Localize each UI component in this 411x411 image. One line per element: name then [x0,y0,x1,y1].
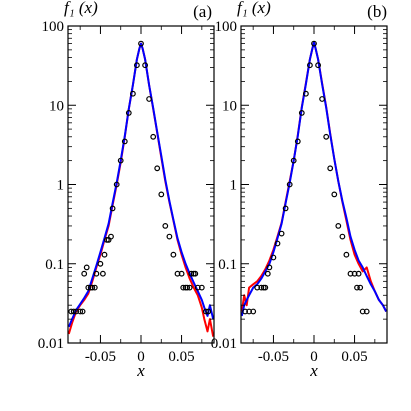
y-tick-label: 1 [230,178,238,194]
data-point [278,230,285,237]
x-tick-label: -0.05 [258,349,289,365]
data-point [266,264,273,271]
x-tick-label: 0 [310,349,318,365]
x-axis-label: x [309,361,318,380]
data-point [355,270,362,277]
plot-frame [240,25,388,344]
data-point [258,284,265,291]
panel-tag: (a) [193,2,212,21]
y-tick-label: 100 [42,19,65,35]
data-point [70,308,77,315]
data-point [188,270,195,277]
data-point [202,308,209,315]
data-point [162,222,169,229]
data-point [354,284,360,291]
data-point [117,157,124,164]
data-point [262,284,269,291]
data-point [198,284,205,291]
x-axis-label: x [136,361,145,380]
data-point [363,308,370,315]
data-point [93,270,100,277]
panel-tag: (b) [367,2,387,21]
series-line-2 [241,41,387,317]
data-point [125,109,132,116]
data-point [79,308,86,315]
data-point [315,62,322,69]
data-point [184,284,191,291]
data-point [327,165,334,172]
data-point [113,181,120,188]
data-point [150,133,157,140]
data-point [357,284,364,291]
x-tick-label: 0 [137,349,145,365]
y-tick-label: 0.1 [218,257,237,273]
y-tick-label: 1 [57,178,65,194]
data-point [97,260,104,267]
y-tick-label: 0.01 [38,336,64,352]
data-point [170,251,177,258]
data-point [282,205,289,212]
data-point [242,308,249,315]
data-point [166,233,173,240]
data-point [158,191,165,198]
data-point [264,270,271,277]
data-point [81,270,88,277]
panel-b: 0.01 0.1 1 10 100 -0.05 0 0.05 x f₁ (x) (b) [211,0,388,380]
data-point [270,254,277,261]
data-point [83,264,90,271]
data-point [286,181,293,188]
data-point [178,270,185,277]
data-point [142,62,149,69]
y-tick-label: 10 [222,98,237,114]
data-point [290,157,297,164]
data-point [319,96,326,102]
data-point [109,205,116,212]
x-tick-label: 0.05 [341,349,367,365]
data-point [339,233,346,240]
y-tick-label: 10 [49,98,64,114]
panel-a: 0.01 0.1 1 10 100 -0.05 0 0.05 x f₁ (x) (a) [38,0,215,380]
y-tick-label: 0.1 [45,257,64,273]
y-tick-label: 100 [215,19,238,35]
data-point [323,133,330,140]
data-point [205,308,212,315]
data-point [77,308,84,315]
data-point [359,308,366,315]
data-point [250,308,257,315]
data-point [138,40,144,47]
data-point [343,251,350,258]
data-point [91,284,98,291]
data-point [121,138,128,145]
data-point [129,90,136,97]
data-point [274,240,281,247]
y-axis-label: f₁ (x) [64,0,98,17]
data-point [303,90,309,97]
y-axis-label: f₁ (x) [237,0,271,17]
data-point [133,62,140,69]
x-tick-label: 0.05 [168,349,194,365]
data-point [331,191,338,198]
data-point [192,270,199,277]
data-point [335,222,342,229]
y-tick-label: 0.01 [211,336,237,352]
data-point [108,233,114,240]
data-point [194,284,201,291]
data-point [186,284,193,291]
x-tick-label: -0.05 [85,349,116,365]
data-point [89,284,96,291]
data-point [180,284,187,291]
series-line-1 [68,42,214,337]
data-point [311,40,317,47]
data-point [307,62,313,69]
data-point [294,138,301,145]
data-point [154,165,161,172]
data-point [101,251,108,258]
plot-frame [67,25,215,344]
data-point [351,270,358,277]
data-point [298,109,305,116]
data-point [99,270,106,277]
data-point [146,96,153,102]
